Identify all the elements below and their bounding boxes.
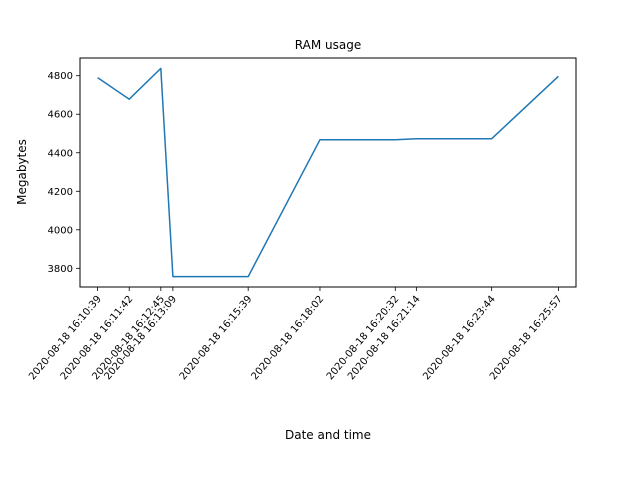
plot-frame [79,57,577,288]
chart-title: RAM usage [295,38,361,52]
x-tick-label: 2020-08-18 16:25:57 [488,294,565,382]
y-tick-label: 4800 [48,71,73,82]
y-tick-label: 4600 [48,110,73,121]
y-tick-label: 4200 [48,187,73,198]
x-axis-label: Date and time [285,428,371,442]
y-tick-label: 4400 [48,148,73,159]
y-tick-label: 4000 [48,225,73,236]
x-tick-label: 2020-08-18 16:23:44 [421,294,498,382]
series-line [97,67,559,278]
x-tick-label: 2020-08-18 16:15:39 [178,294,255,382]
x-tick-label: 2020-08-18 16:13:09 [102,294,179,382]
y-tick-label: 3800 [48,264,73,275]
y-axis-label: Megabytes [15,139,29,205]
x-tick-label: 2020-08-18 16:18:02 [250,294,327,382]
